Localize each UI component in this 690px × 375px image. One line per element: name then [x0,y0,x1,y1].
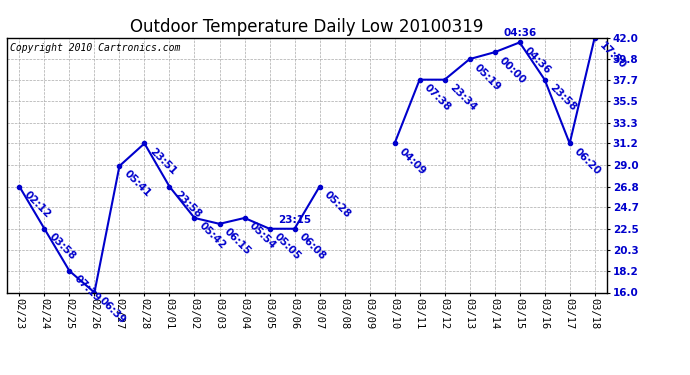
Text: 02:12: 02:12 [22,189,52,220]
Text: 05:54: 05:54 [247,221,278,251]
Text: 07:38: 07:38 [422,82,453,113]
Title: Outdoor Temperature Daily Low 20100319: Outdoor Temperature Daily Low 20100319 [130,18,484,36]
Text: 23:15: 23:15 [278,214,311,225]
Text: 04:36: 04:36 [503,28,536,38]
Text: 06:08: 06:08 [297,231,328,262]
Text: 23:51: 23:51 [147,146,178,177]
Text: 07:19: 07:19 [72,274,103,304]
Text: Copyright 2010 Cartronics.com: Copyright 2010 Cartronics.com [10,43,180,52]
Text: 17:50: 17:50 [598,40,628,71]
Text: 05:41: 05:41 [122,169,152,200]
Text: 03:58: 03:58 [47,231,78,262]
Text: 05:05: 05:05 [273,231,303,262]
Text: 23:34: 23:34 [447,82,478,113]
Text: 04:09: 04:09 [397,146,428,177]
Text: 00:00: 00:00 [497,55,528,86]
Text: 05:42: 05:42 [197,221,228,251]
Text: 04:36: 04:36 [522,45,553,76]
Text: 05:28: 05:28 [322,189,353,220]
Text: 06:39: 06:39 [97,295,128,326]
Text: 23:58: 23:58 [547,82,578,113]
Text: 06:15: 06:15 [222,226,253,257]
Text: 23:58: 23:58 [172,189,203,220]
Text: 05:19: 05:19 [473,62,503,92]
Text: 06:20: 06:20 [573,146,603,177]
